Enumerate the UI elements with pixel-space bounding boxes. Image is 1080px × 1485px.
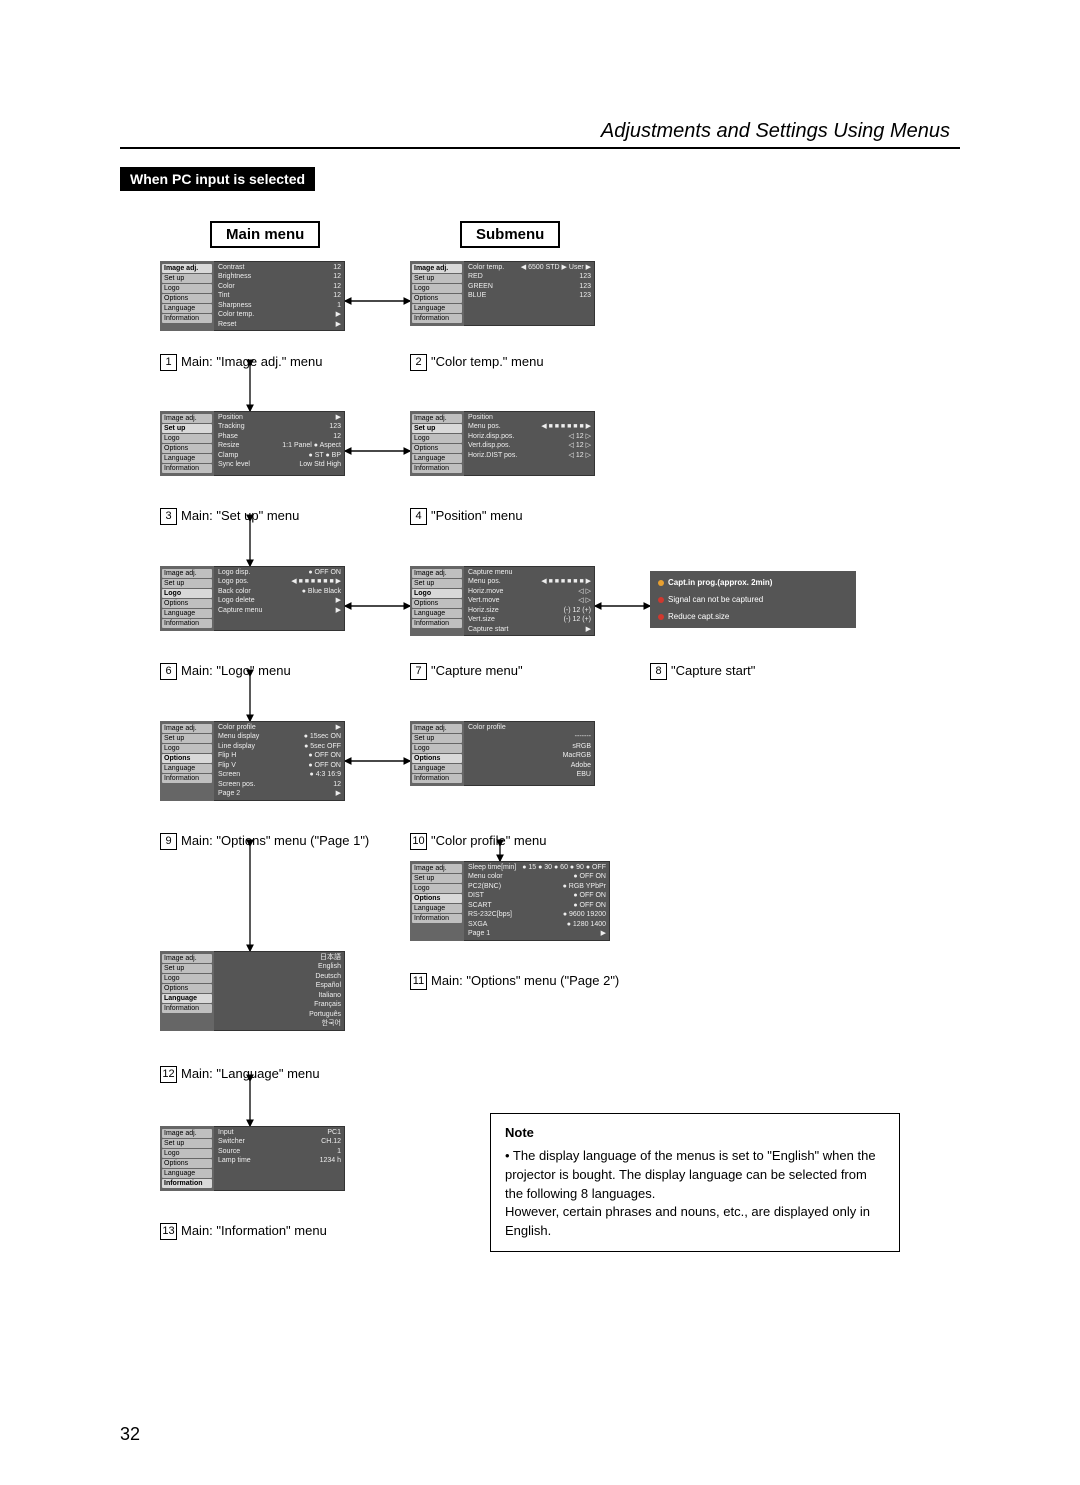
caption-11: 11Main: "Options" menu ("Page 2") <box>410 973 619 990</box>
note-box: Note • The display language of the menus… <box>490 1113 900 1252</box>
note-title: Note <box>505 1124 885 1143</box>
caption-8: 8"Capture start" <box>650 663 755 680</box>
menu-setup: Image adj.Set upLogoOptionsLanguageInfor… <box>160 411 345 476</box>
caption-1: 1Main: "Image adj." menu <box>160 354 322 371</box>
menu-logo: Image adj.Set upLogoOptionsLanguageInfor… <box>160 566 345 631</box>
divider <box>120 147 960 149</box>
menu-information: Image adj.Set upLogoOptionsLanguageInfor… <box>160 1126 345 1191</box>
menu-position: Image adj.Set upLogoOptionsLanguageInfor… <box>410 411 595 476</box>
section-badge: When PC input is selected <box>120 167 315 191</box>
menu-language: Image adj.Set upLogoOptionsLanguageInfor… <box>160 951 345 1031</box>
caption-4: 4"Position" menu <box>410 508 523 525</box>
diagram: Image adj.Set upLogoOptionsLanguageInfor… <box>120 251 960 1351</box>
menu-color-temp: Image adj.Set upLogoOptionsLanguageInfor… <box>410 261 595 326</box>
note-body: • The display language of the menus is s… <box>505 1147 885 1241</box>
col-head-main: Main menu <box>210 221 320 248</box>
menu-capture: Image adj.Set upLogoOptionsLanguageInfor… <box>410 566 595 636</box>
caption-6: 6Main: "Logo" menu <box>160 663 291 680</box>
menu-image-adj: Image adj.Set upLogoOptionsLanguageInfor… <box>160 261 345 331</box>
menu-capture-start: Capt.in prog.(approx. 2min) Signal can n… <box>650 571 856 628</box>
doc-title: Adjustments and Settings Using Menus <box>120 120 960 143</box>
caption-12: 12Main: "Language" menu <box>160 1066 320 1083</box>
caption-2: 2"Color temp." menu <box>410 354 544 371</box>
caption-13: 13Main: "Information" menu <box>160 1223 327 1240</box>
caption-9: 9Main: "Options" menu ("Page 1") <box>160 833 369 850</box>
col-head-sub: Submenu <box>460 221 560 248</box>
menu-options2: Image adj.Set upLogoOptionsLanguageInfor… <box>410 861 610 941</box>
caption-7: 7"Capture menu" <box>410 663 523 680</box>
menu-color-profile: Image adj.Set upLogoOptionsLanguageInfor… <box>410 721 595 786</box>
page-number: 32 <box>120 1424 140 1445</box>
caption-10: 10"Color profile" menu <box>410 833 546 850</box>
caption-3: 3Main: "Set up" menu <box>160 508 299 525</box>
menu-options1: Image adj.Set upLogoOptionsLanguageInfor… <box>160 721 345 801</box>
